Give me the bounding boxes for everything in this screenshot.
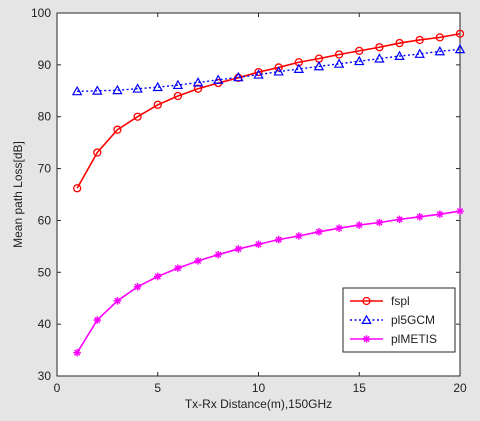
x-tick-label: 20 [453,381,467,395]
legend-marker [362,296,371,306]
axis-ticks: 0 5 10 15 20 30 40 50 60 70 80 90 100 [31,6,467,395]
data-point-plMETIS-marker [113,297,122,305]
data-point-plMETIS-marker [274,235,283,244]
data-point-plMETIS-marker [456,207,464,215]
data-point-fspl-marker [133,112,142,121]
data-point-plMETIS-marker [295,232,303,240]
series-plMETIS [73,207,464,357]
data-point-fspl-marker [355,46,364,56]
data-point-plMETIS-marker [93,316,102,324]
data-point-fspl-marker [415,35,424,45]
legend-label: fspl [391,294,410,308]
x-tick-label: 10 [252,381,266,395]
data-point-pl5GCM-marker [172,79,184,90]
legend-label: pl5GCM [391,313,435,327]
y-tick-label: 40 [38,317,52,331]
data-point-plMETIS-marker [436,210,444,219]
data-point-fspl-marker [113,125,122,134]
data-point-pl5GCM-marker [434,45,446,56]
data-point-pl5GCM-marker [71,85,83,96]
y-tick-label: 60 [38,213,52,227]
x-axis-label: Tx-Rx Distance(m),150GHz [185,397,332,411]
y-tick-label: 70 [38,162,52,176]
data-point-plMETIS-marker [395,215,404,224]
data-point-plMETIS-marker [355,221,364,229]
data-point-fspl-marker [153,100,162,109]
legend-box [342,287,456,353]
legend-marker [362,335,371,343]
series-fspl [73,29,465,193]
data-point-pl5GCM-marker [414,48,425,58]
data-point-plMETIS-marker [254,240,263,249]
x-tick-label: 5 [154,381,161,395]
y-tick-label: 30 [38,369,52,383]
x-tick-label: 0 [54,381,61,395]
data-point-plMETIS-marker [133,283,142,291]
legend-entry-plMETIS: plMETIS [350,332,437,346]
y-tick-label: 100 [31,6,51,20]
series-line-pl5GCM [77,48,461,93]
legend-marker [361,314,372,324]
data-point-fspl-marker [173,91,183,101]
data-point-pl5GCM-marker [253,69,264,79]
y-tick-label: 50 [38,265,52,279]
data-point-fspl-marker [193,84,203,93]
data-point-plMETIS-marker [375,218,384,227]
data-point-plMETIS-marker [194,257,202,265]
data-point-pl5GCM-marker [92,85,103,95]
data-point-fspl-marker [455,29,465,38]
data-point-pl5GCM-marker [313,60,325,71]
data-point-pl5GCM-marker [333,58,345,68]
legend-entry-fspl: fspl [350,294,410,308]
data-point-pl5GCM-marker [293,63,305,73]
data-point-plMETIS-marker [234,245,243,253]
data-point-plMETIS-marker [415,212,424,221]
data-point-fspl-marker [435,33,445,42]
data-point-fspl-marker [375,43,384,52]
data-point-fspl-marker [395,38,404,48]
legend-label: plMETIS [391,332,437,346]
data-point-plMETIS-marker [174,264,182,272]
data-point-plMETIS-marker [73,348,81,357]
data-point-plMETIS-marker [214,250,222,259]
data-point-pl5GCM-marker [233,71,244,82]
series-layer [71,29,466,357]
x-tick-label: 15 [353,381,367,395]
data-point-pl5GCM-marker [273,66,284,76]
legend-entry-pl5GCM: pl5GCM [350,313,435,327]
data-point-pl5GCM-marker [354,55,365,66]
data-point-pl5GCM-marker [192,77,204,87]
y-tick-label: 90 [38,58,52,72]
data-point-pl5GCM-marker [394,50,405,61]
series-pl5GCM [71,43,466,96]
data-point-pl5GCM-marker [152,81,163,92]
y-tick-label: 80 [38,110,52,124]
data-point-pl5GCM-marker [374,53,385,63]
data-point-fspl-marker [73,184,82,193]
legend: fspl pl5GCM plMETIS [342,287,456,353]
data-point-fspl-marker [93,148,102,157]
data-point-plMETIS-marker [315,228,323,236]
y-axis-label: Mean path Loss[dB] [11,141,25,248]
data-point-pl5GCM-marker [212,74,224,84]
data-point-pl5GCM-marker [112,84,123,95]
data-point-pl5GCM-marker [454,43,466,54]
data-point-fspl-marker [334,50,344,59]
data-point-plMETIS-marker [153,272,162,281]
data-point-pl5GCM-marker [132,83,143,93]
data-point-fspl-marker [254,67,263,77]
data-point-plMETIS-marker [335,224,343,233]
